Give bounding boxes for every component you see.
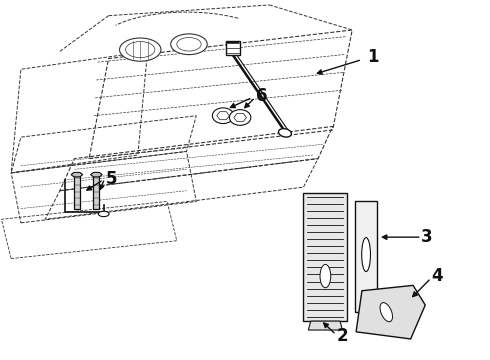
Polygon shape <box>71 172 83 177</box>
Ellipse shape <box>171 34 207 55</box>
Polygon shape <box>74 175 80 208</box>
Text: 4: 4 <box>431 267 443 285</box>
Text: 1: 1 <box>367 49 378 67</box>
Polygon shape <box>234 113 246 122</box>
Polygon shape <box>355 202 377 312</box>
Polygon shape <box>91 172 102 177</box>
Ellipse shape <box>98 211 109 217</box>
Text: 6: 6 <box>256 87 267 105</box>
Circle shape <box>229 110 251 125</box>
Text: 2: 2 <box>337 328 348 346</box>
Circle shape <box>212 108 234 123</box>
Polygon shape <box>217 112 229 120</box>
Ellipse shape <box>177 37 201 51</box>
Ellipse shape <box>278 129 292 137</box>
Ellipse shape <box>120 38 161 61</box>
Ellipse shape <box>320 265 331 288</box>
Text: 5: 5 <box>106 170 118 188</box>
Ellipse shape <box>125 41 155 58</box>
Polygon shape <box>356 285 425 339</box>
Ellipse shape <box>380 303 392 322</box>
Polygon shape <box>303 193 347 321</box>
Ellipse shape <box>362 238 370 271</box>
Text: 3: 3 <box>421 228 433 246</box>
Polygon shape <box>308 321 343 330</box>
Polygon shape <box>225 41 240 55</box>
Polygon shape <box>94 175 99 208</box>
